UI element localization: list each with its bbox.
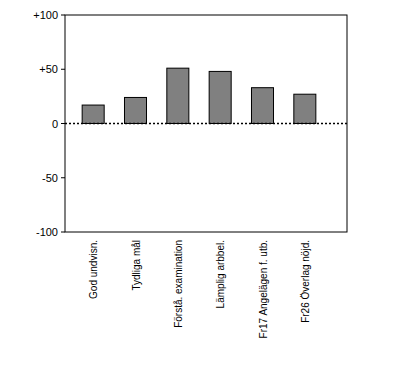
y-tick-label: 0 (52, 118, 58, 130)
x-tick-label: Förstå. examination (173, 240, 184, 328)
bar (167, 68, 189, 123)
x-tick-label: Fr26 Överlag nöjd. (300, 240, 311, 323)
bar (124, 97, 146, 123)
bar (294, 94, 316, 123)
x-tick-label: Fr17 Angelägen f. utb. (258, 240, 269, 338)
bars (82, 68, 316, 123)
bar (209, 71, 231, 123)
zero-line (65, 123, 347, 125)
y-tick (61, 123, 65, 124)
y-tick-label: -50 (42, 172, 58, 184)
y-tick-label: +50 (39, 63, 58, 75)
x-tick-label: Lämplig arbbel. (215, 240, 226, 308)
bar (82, 105, 104, 123)
chart-container: -100 -50 0 +50 +100 God undvisn. Tydliga mål Fö… (0, 0, 395, 366)
y-tick (61, 177, 65, 178)
y-tick (61, 15, 65, 16)
x-tick-label: God undvisn. (88, 240, 99, 299)
chart-svg: -100 -50 0 +50 +100 God undvisn. Tydliga mål Fö… (0, 0, 395, 366)
x-tick-label: Tydliga mål (131, 240, 142, 291)
y-tick-label: -100 (36, 226, 58, 238)
y-tick (61, 232, 65, 233)
y-tick-label: +100 (33, 9, 58, 21)
y-tick (61, 69, 65, 70)
bar (251, 88, 273, 124)
plot-frame (65, 15, 347, 232)
